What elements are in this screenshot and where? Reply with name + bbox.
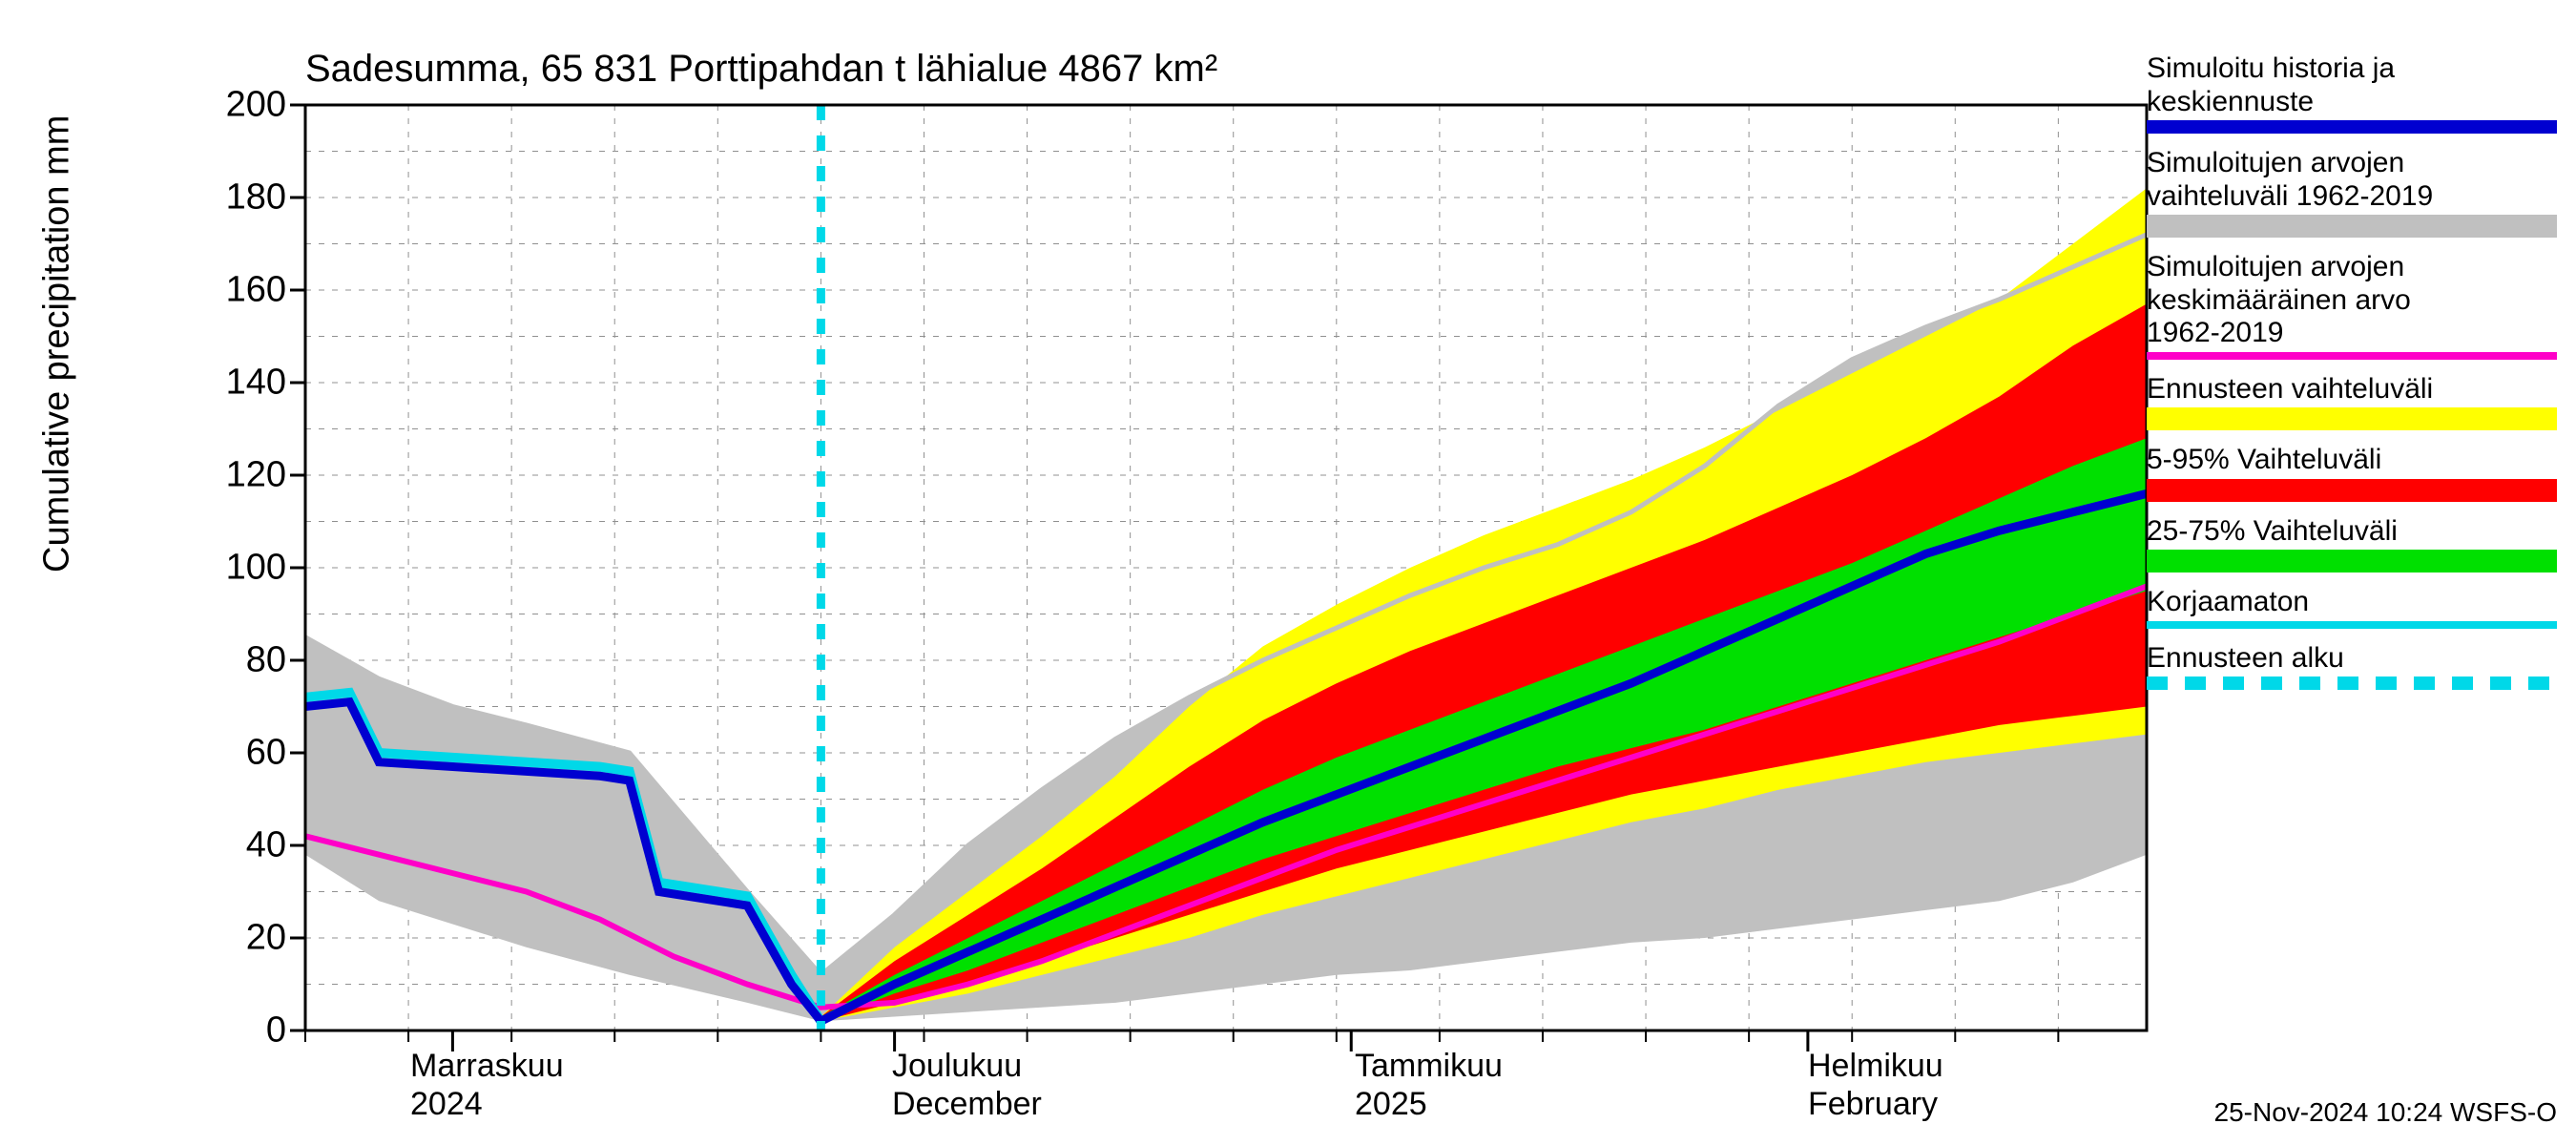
- legend-item: Simuloitu historia jakeskiennuste: [2147, 52, 2557, 134]
- xtick-jan-2: 2025: [1355, 1086, 1427, 1123]
- legend-swatch: [2147, 677, 2557, 690]
- xtick-dec-1: Joulukuu: [892, 1048, 1022, 1085]
- xtick-jan-1: Tammikuu: [1355, 1048, 1503, 1085]
- legend-item: Ennusteen vaihteluväli: [2147, 373, 2557, 431]
- legend-item: 25-75% Vaihteluväli: [2147, 515, 2557, 573]
- legend-text: Ennusteen alku: [2147, 642, 2557, 676]
- legend-text: Simuloitujen arvojenvaihteluväli 1962-20…: [2147, 147, 2557, 213]
- legend-item: Simuloitujen arvojenvaihteluväli 1962-20…: [2147, 147, 2557, 238]
- legend-item: Korjaamaton: [2147, 586, 2557, 629]
- legend-swatch: [2147, 215, 2557, 238]
- legend-text: 5-95% Vaihteluväli: [2147, 444, 2557, 477]
- xtick-feb-2: February: [1808, 1086, 1938, 1123]
- timestamp: 25-Nov-2024 10:24 WSFS-O: [2214, 1097, 2558, 1128]
- legend-item: Ennusteen alku: [2147, 642, 2557, 691]
- xtick-nov-2: 2024: [410, 1086, 483, 1123]
- legend-swatch: [2147, 120, 2557, 134]
- legend-swatch: [2147, 352, 2557, 360]
- legend-swatch: [2147, 407, 2557, 430]
- xtick-dec-2: December: [892, 1086, 1042, 1123]
- chart-container: Sadesumma, 65 831 Porttipahdan t lähialu…: [0, 0, 2576, 1145]
- legend-text: 25-75% Vaihteluväli: [2147, 515, 2557, 549]
- legend-text: Korjaamaton: [2147, 586, 2557, 619]
- xtick-nov-1: Marraskuu: [410, 1048, 564, 1085]
- legend-swatch: [2147, 621, 2557, 629]
- legend-text: Ennusteen vaihteluväli: [2147, 373, 2557, 406]
- legend-swatch: [2147, 479, 2557, 502]
- legend-text: Simuloitu historia jakeskiennuste: [2147, 52, 2557, 118]
- legend-item: Simuloitujen arvojenkeskimääräinen arvo …: [2147, 251, 2557, 360]
- legend: Simuloitu historia jakeskiennuste Simuloi…: [2147, 52, 2557, 703]
- legend-swatch: [2147, 550, 2557, 572]
- xtick-feb-1: Helmikuu: [1808, 1048, 1943, 1085]
- legend-item: 5-95% Vaihteluväli: [2147, 444, 2557, 502]
- legend-text: Simuloitujen arvojenkeskimääräinen arvo …: [2147, 251, 2557, 350]
